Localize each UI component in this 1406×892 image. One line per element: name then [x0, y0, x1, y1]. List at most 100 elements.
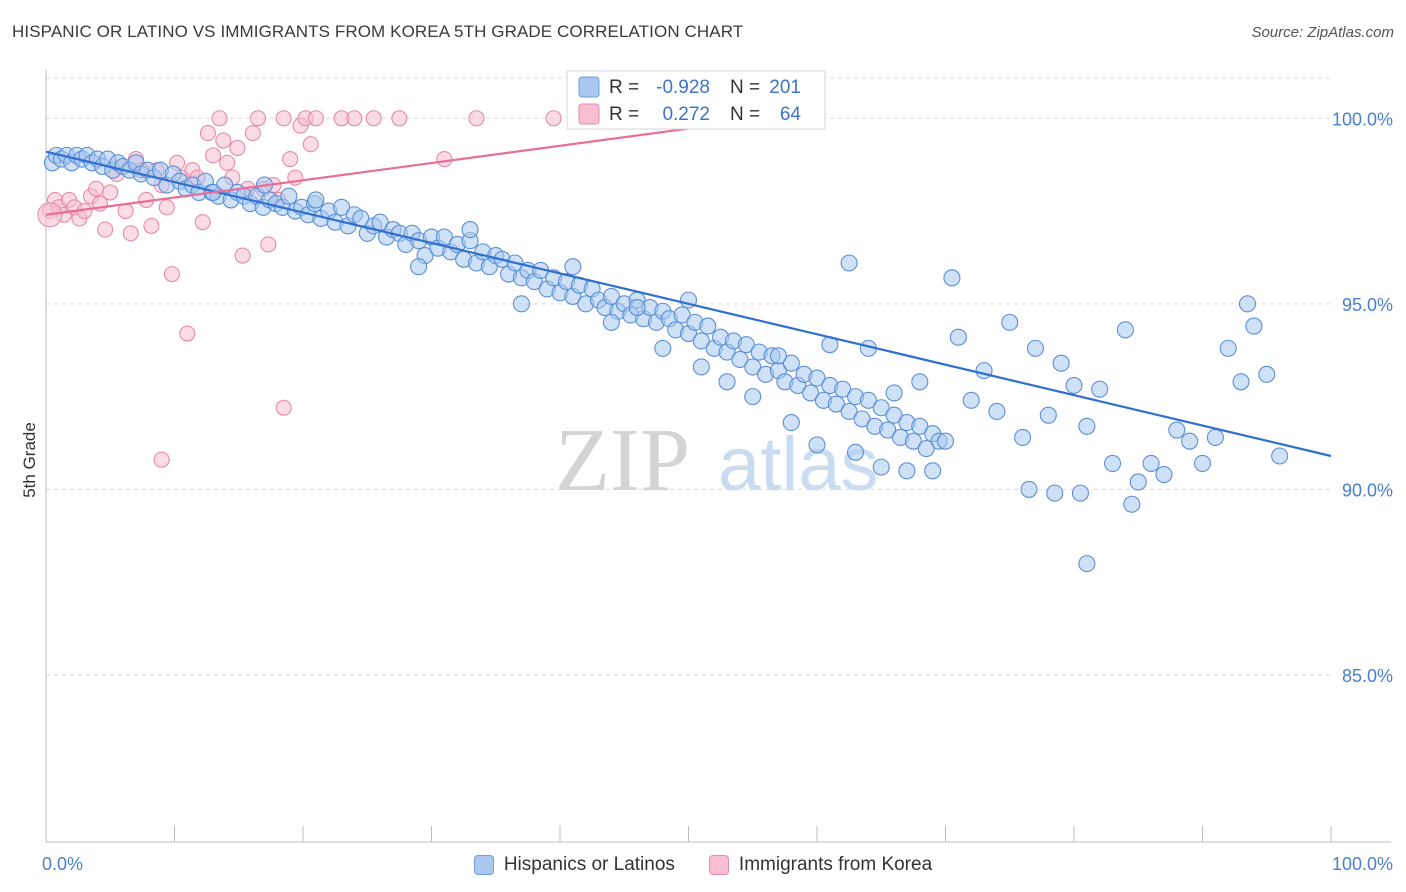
point-korea: [249, 110, 267, 127]
point-korea: [194, 214, 211, 231]
point-hispanic: [1206, 428, 1224, 446]
point-hispanic: [904, 432, 922, 450]
point-hispanic: [1116, 321, 1134, 339]
point-korea: [179, 325, 196, 342]
point-korea: [88, 180, 105, 197]
point-hispanic: [1026, 339, 1044, 357]
stats-n-value-1: 201: [769, 77, 801, 98]
point-hispanic: [1104, 454, 1122, 472]
point-hispanic: [1052, 354, 1070, 372]
point-hispanic: [808, 369, 826, 387]
point-korea: [163, 266, 180, 283]
point-hispanic: [1091, 380, 1109, 398]
point-hispanic: [879, 421, 897, 439]
point-korea: [545, 110, 562, 127]
stats-n-label-1: N =: [730, 77, 760, 98]
point-korea: [234, 247, 251, 264]
legend-swatch-pink: [708, 855, 729, 875]
point-hispanic: [1155, 466, 1173, 484]
x-tick-label: 0.0%: [42, 854, 83, 874]
point-korea: [205, 147, 222, 164]
x-tick-labels: 0.0% 100.0%: [42, 854, 1393, 874]
point-hispanic: [1078, 555, 1096, 573]
point-korea: [199, 125, 216, 142]
point-korea: [365, 110, 382, 127]
point-hispanic: [1193, 454, 1212, 472]
point-korea: [391, 110, 408, 127]
trend-lines: [45, 117, 1332, 458]
point-korea: [102, 184, 119, 201]
point-hispanic: [564, 258, 582, 276]
point-hispanic: [512, 295, 531, 313]
point-hispanic: [943, 269, 961, 287]
point-korea: [260, 236, 277, 253]
point-hispanic: [898, 462, 916, 480]
point-hispanic: [834, 380, 852, 398]
legend-label-hispanic: Hispanics or Latinos: [503, 854, 675, 875]
stats-legend: R = -0.928 N = 201 R = 0.272 N = 64: [566, 70, 826, 130]
point-hispanic: [827, 395, 845, 413]
point-hispanic: [988, 402, 1006, 421]
point-hispanic: [949, 328, 967, 346]
point-hispanic: [737, 336, 755, 354]
point-hispanic: [853, 410, 871, 428]
point-hispanic: [1258, 365, 1276, 383]
point-korea: [153, 451, 170, 468]
point-hispanic: [1232, 373, 1250, 391]
y-tick-label: 85.0%: [1342, 666, 1393, 686]
point-hispanic: [782, 354, 800, 372]
point-hispanic: [840, 254, 858, 272]
point-hispanic: [410, 258, 428, 276]
point-korea: [211, 110, 228, 127]
point-hispanic: [872, 399, 890, 417]
point-korea: [143, 217, 160, 234]
point-korea: [275, 399, 292, 416]
grid-lines: [46, 77, 1331, 676]
point-korea: [158, 199, 175, 216]
point-hispanic: [1046, 484, 1064, 502]
trend-line-korea: [45, 117, 766, 216]
point-korea: [229, 139, 246, 156]
legend-label-korea: Immigrants from Korea: [738, 854, 933, 875]
stats-n-label-2: N =: [730, 104, 760, 125]
y-axis-label: 5th Grade: [20, 422, 39, 498]
watermark: ZIP atlas: [555, 411, 879, 510]
point-hispanic: [840, 402, 858, 421]
source-label: Source: ZipAtlas.com: [1251, 24, 1394, 41]
point-hispanic: [911, 373, 929, 391]
y-tick-label: 100.0%: [1332, 109, 1393, 129]
point-hispanic: [808, 436, 826, 454]
stats-pink-swatch: [578, 103, 600, 125]
point-hispanic: [1039, 406, 1057, 424]
trend-line-hispanic: [45, 150, 1332, 458]
point-hispanic: [602, 287, 620, 305]
point-hispanic: [1245, 317, 1263, 335]
point-korea: [436, 151, 453, 168]
legend-item-korea[interactable]: Immigrants from Korea: [708, 854, 933, 876]
stats-r-label-1: R =: [609, 77, 639, 98]
point-hispanic: [872, 458, 890, 476]
point-hispanic: [692, 332, 710, 350]
point-hispanic: [1020, 480, 1038, 498]
point-hispanic: [1129, 473, 1147, 491]
point-hispanic: [1014, 428, 1032, 446]
point-hispanic: [1071, 484, 1089, 502]
stats-r-label-2: R =: [609, 104, 639, 125]
point-hispanic: [461, 221, 479, 239]
legend-swatch-blue: [473, 855, 494, 875]
point-hispanic: [859, 391, 877, 409]
point-hispanic: [744, 358, 762, 376]
legend-item-hispanic[interactable]: Hispanics or Latinos: [473, 854, 675, 876]
point-korea: [346, 110, 363, 127]
point-hispanic: [1238, 295, 1257, 313]
point-korea: [302, 136, 319, 153]
point-hispanic: [602, 313, 620, 331]
stats-blue-swatch: [578, 76, 600, 98]
point-korea: [307, 110, 324, 127]
bottom-legend: Hispanics or Latinos Immigrants from Kor…: [0, 852, 1406, 878]
point-hispanic: [1001, 313, 1019, 331]
point-korea: [275, 110, 292, 127]
y-tick-labels: 85.0% 90.0% 95.0% 100.0%: [1332, 109, 1393, 686]
point-hispanic: [280, 187, 298, 205]
